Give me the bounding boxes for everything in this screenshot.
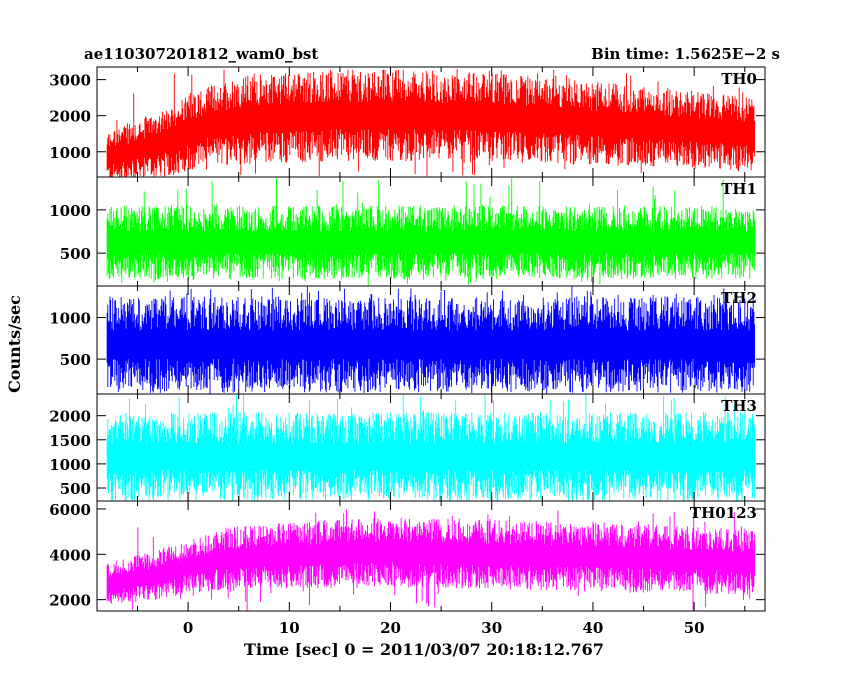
chart-title: ae110307201812_wam0_bst [84,45,318,63]
panel-label: TH3 [721,397,757,415]
panels: TH0 1000 2000 3000 TH1 500 1000 TH2 500 1000 TH3 50… [49,66,766,612]
panel-frame [96,500,766,612]
x-tick-label: 40 [583,619,604,637]
bin-time-label: Bin time: 1.5625E−2 s [591,45,780,63]
panel-label: TH0123 [690,504,757,522]
x-tick-label: 0 [183,619,193,637]
x-tick-label: 10 [279,619,300,637]
y-tick-label: 500 [60,351,91,369]
panel-th2: TH2 500 1000 [49,285,766,395]
series-th3 [106,394,756,501]
y-tick-label: 6000 [49,501,91,519]
y-tick-label: 2000 [49,408,91,426]
series-th0 [106,69,756,177]
y-tick-label: 1000 [49,456,91,474]
panel-th1: TH1 500 1000 [49,176,766,287]
y-axis-label: Counts/sec [5,295,24,393]
y-tick-label: 1500 [49,432,91,450]
y-tick-label: 1000 [49,202,91,220]
panel-label: TH0 [721,70,757,88]
x-axis-label: Time [sec] 0 = 2011/03/07 20:18:12.767 [244,640,604,659]
panel-th3: TH3 500 1000 1500 2000 [49,393,766,502]
series-th2 [106,286,756,394]
y-tick-label: 1000 [49,144,91,162]
y-tick-label: 2000 [49,592,91,610]
series-th1 [106,178,756,286]
x-axis: 0 10 20 30 40 50 [183,619,705,637]
y-tick-label: 3000 [49,72,91,90]
y-tick-label: 1000 [49,310,91,328]
panel-th0123: TH0123 2000 4000 6000 [49,500,766,612]
x-tick-label: 20 [380,619,401,637]
panel-label: TH2 [721,289,757,307]
series-th0123 [106,509,756,611]
x-tick-label: 50 [684,619,705,637]
y-tick-label: 500 [60,480,91,498]
y-tick-label: 4000 [49,546,91,564]
panel-th0: TH0 1000 2000 3000 [49,66,766,178]
x-tick-label: 30 [481,619,502,637]
y-tick-label: 500 [60,245,91,263]
y-tick-label: 2000 [49,108,91,126]
panel-label: TH1 [721,180,757,198]
